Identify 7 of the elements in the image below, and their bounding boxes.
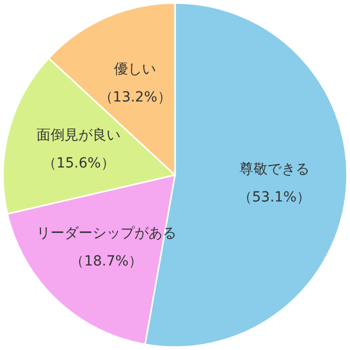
slice-label: 面倒見が良い [36, 127, 121, 144]
slice-label: 尊敬できる [239, 162, 310, 178]
data-label: （15.6%） [42, 155, 115, 172]
data-label: （13.2%） [98, 90, 172, 106]
data-label: （18.7%） [70, 253, 143, 270]
slice-label: 優しい [114, 62, 156, 78]
data-label: （53.1%） [238, 190, 311, 206]
